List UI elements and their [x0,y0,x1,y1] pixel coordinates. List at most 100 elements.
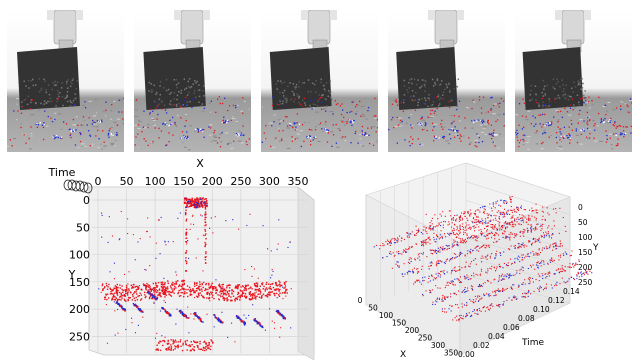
event-point [428,236,430,238]
event-point [502,278,505,280]
event-point [454,317,456,319]
event-point [576,277,578,280]
event-point [481,234,483,236]
event-point [459,225,461,227]
event-point [447,296,449,298]
event-point [112,296,114,298]
event-point [536,262,538,264]
event-point [226,285,228,287]
event-point [121,307,123,309]
event-point [483,208,485,210]
event-point [407,273,409,275]
event-point [518,285,520,287]
event-point [531,215,533,217]
event-point [495,232,497,234]
event-point [432,229,434,231]
event-point [477,219,479,221]
event-point [227,299,229,301]
event-point [504,274,506,276]
event-point [411,245,413,248]
event-point [466,290,468,292]
event-point [519,269,521,271]
time-tick-label: 0.10 [533,305,550,314]
time-axis-title: Time [48,166,76,179]
event-point [527,230,529,232]
event-point [389,242,391,244]
event-point [532,277,534,279]
event-point [204,201,206,203]
event-point [541,236,543,238]
event-point [244,321,246,324]
event-point [271,268,273,271]
event-point [495,270,497,272]
event-point [453,229,456,231]
event-point [495,294,497,296]
event-point [458,216,460,218]
event-point [199,292,201,294]
event-point [527,278,530,280]
event-point [155,297,157,300]
event-point [146,231,148,233]
event-point [464,291,466,293]
event-point [433,277,435,279]
event-point [490,268,492,270]
event-point [492,202,494,204]
event-point [208,293,211,295]
event-point [464,232,466,234]
event-point [268,287,270,289]
event-point [512,296,514,298]
event-point [487,308,489,310]
event-point [162,340,164,342]
event-point [507,265,509,267]
event-point [111,290,114,292]
event-point [159,293,161,296]
event-point [164,241,166,243]
event-point [521,266,523,268]
event-point [204,221,207,224]
event-point [417,231,419,233]
event-point [103,287,106,289]
event-point [511,233,514,235]
event-point [248,314,250,317]
event-point [262,326,264,329]
event-point [427,241,429,243]
event-point [524,209,527,211]
event-point [498,303,500,306]
event-point [573,277,575,280]
event-point [468,214,471,216]
event-point [208,294,211,296]
event-point [205,346,207,348]
event-point [510,231,512,234]
event-point [162,307,164,309]
event-point [452,280,454,282]
event-point [181,311,184,314]
event-point [168,290,170,293]
event-point [168,346,171,348]
event-point [245,295,248,298]
event-point [155,298,157,301]
event-point [514,220,516,222]
y-tick-label: 250 [69,330,90,343]
event-point [131,287,133,289]
event-point [202,349,204,351]
event-point [205,349,208,351]
event-point [459,228,461,231]
event-point [551,228,553,230]
event-point [175,346,177,348]
event-point [459,232,461,234]
event-point [509,258,512,260]
event-point [432,227,434,229]
event-point [200,203,203,205]
event-point [184,292,186,295]
event-point [512,284,514,286]
event-point [435,273,437,275]
event-point [486,229,489,231]
event-point [188,198,191,201]
event-point [177,292,179,295]
event-point [425,227,427,229]
board [269,47,332,110]
event-point [436,261,438,263]
event-point [186,203,188,206]
event-point [483,305,485,308]
event-point [517,217,519,219]
